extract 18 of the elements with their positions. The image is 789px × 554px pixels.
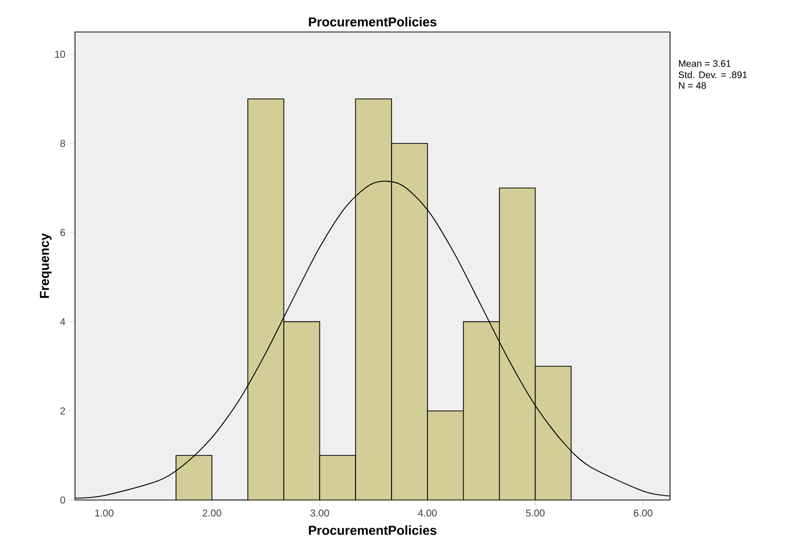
x-axis-title: ProcurementPolicies — [308, 525, 436, 535]
chart-title: ProcurementPolicies — [308, 16, 436, 26]
y-tick-label: 8 — [60, 140, 66, 147]
x-tick-label: 4.00 — [418, 510, 437, 517]
y-tick-label: 6 — [60, 229, 66, 236]
x-tick-label: 3.00 — [310, 510, 329, 517]
y-tick-label: 2 — [60, 407, 65, 414]
y-tick-label: 10 — [55, 50, 66, 58]
x-tick-label: 5.00 — [526, 510, 545, 517]
y-tick-label: 4 — [60, 318, 66, 326]
y-axis-title: Frequency — [40, 233, 52, 298]
x-tick-label: 1.00 — [95, 510, 114, 517]
text: Mean = 3.61 — [678, 60, 731, 67]
x-tick-label: 6.00 — [634, 510, 652, 517]
x-tick-label: 2.00 — [202, 510, 222, 517]
text: N = 48 — [678, 82, 706, 89]
text: Std. Dev. = .891 — [678, 71, 747, 78]
y-tick-label: 0 — [60, 496, 66, 504]
